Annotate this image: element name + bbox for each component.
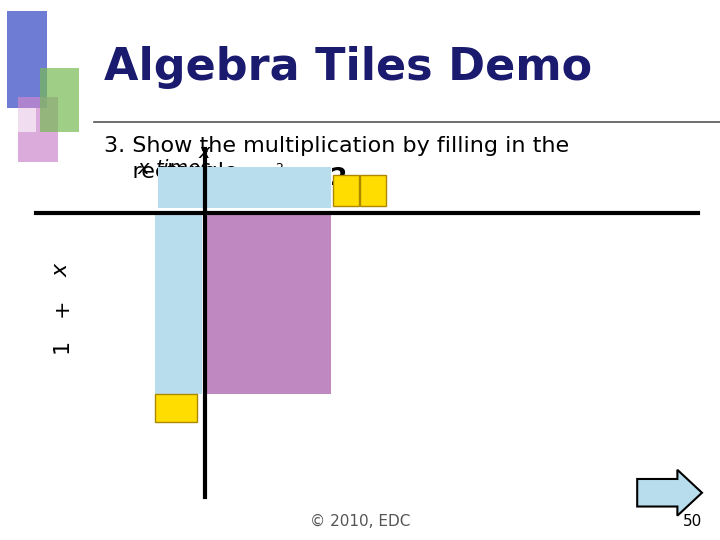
Bar — [155, 394, 197, 422]
Bar — [18, 108, 36, 132]
Text: 1: 1 — [51, 339, 71, 353]
Polygon shape — [637, 470, 702, 516]
Bar — [155, 213, 202, 394]
Text: 3. Show the multiplication by filling in the: 3. Show the multiplication by filling in… — [104, 136, 570, 156]
Text: © 2010, EDC: © 2010, EDC — [310, 514, 410, 529]
Text: $\mathbf{x^2}$: $\mathbf{x^2}$ — [251, 288, 285, 320]
Text: rectangle.: rectangle. — [104, 162, 245, 182]
Text: +: + — [51, 299, 71, 317]
Bar — [360, 175, 386, 206]
Text: Algebra Tiles Demo: Algebra Tiles Demo — [104, 46, 593, 89]
Text: 2: 2 — [330, 166, 347, 190]
Text: $x$  =  $x^2$: $x$ = $x^2$ — [215, 164, 284, 184]
Text: 50: 50 — [683, 514, 702, 529]
Text: $x$: $x$ — [198, 143, 212, 162]
Bar — [205, 213, 331, 394]
Bar — [158, 167, 331, 208]
Text: $x$ times: $x$ times — [137, 159, 211, 178]
Text: +: + — [258, 168, 275, 188]
Bar — [333, 175, 359, 206]
Bar — [7, 11, 47, 108]
Text: x: x — [51, 264, 71, 276]
Bar — [18, 97, 58, 162]
Bar — [40, 68, 79, 132]
